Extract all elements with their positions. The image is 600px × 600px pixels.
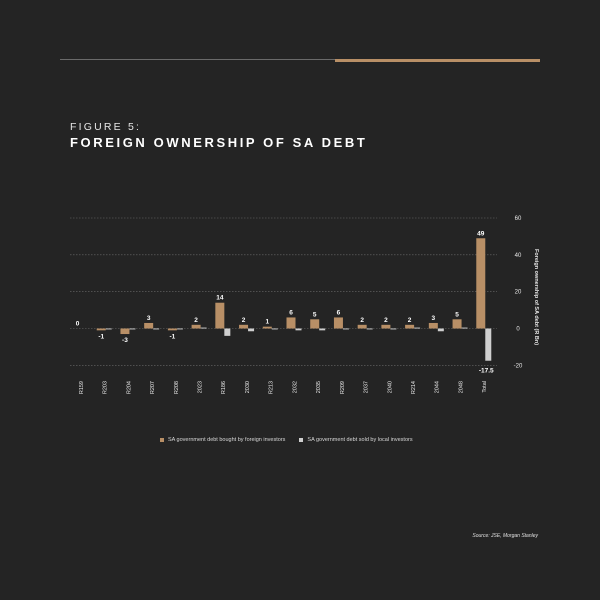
bar-local: [248, 328, 255, 332]
bar-foreign: [476, 238, 486, 329]
data-label-foreign: 2: [384, 317, 388, 324]
bar-foreign: [286, 317, 296, 329]
bar-foreign: [333, 317, 343, 329]
x-tick-label: 2037: [364, 381, 370, 393]
data-label-foreign: 2: [360, 317, 364, 324]
y-axis-title: Foreign ownership of SA debt (R Bn): [533, 249, 539, 345]
bar-foreign: [262, 326, 272, 329]
x-tick-label: R203: [103, 381, 109, 394]
data-label-foreign: 2: [242, 317, 246, 324]
x-tick-label: R204: [126, 381, 132, 394]
bar-local: [105, 328, 112, 330]
bar-foreign: [381, 324, 391, 329]
data-label-foreign: 49: [477, 230, 485, 237]
data-label-foreign: 1: [265, 319, 269, 326]
x-tick-label: R208: [174, 381, 180, 394]
accent-rule: [335, 59, 540, 62]
data-label-foreign: 5: [455, 311, 459, 318]
bar-local: [224, 328, 231, 336]
bar-local: [414, 327, 421, 329]
data-label-foreign: -1: [169, 333, 175, 340]
x-tick-label: 2035: [316, 381, 322, 393]
bar-foreign: [120, 328, 130, 335]
bar-local: [129, 328, 136, 330]
x-tick-label: R213: [269, 381, 275, 394]
data-label-foreign: 14: [216, 295, 224, 302]
x-tick-label: 2032: [292, 381, 298, 393]
legend-label-foreign: SA government debt bought by foreign inv…: [168, 437, 286, 443]
x-tick-label: 2044: [435, 381, 441, 393]
bar-foreign: [215, 302, 225, 329]
x-tick-label: R159: [79, 381, 85, 394]
legend-item-foreign: SA government debt bought by foreign inv…: [160, 437, 285, 443]
x-tick-label: 2048: [458, 381, 464, 393]
y-tick-label: 40: [515, 253, 522, 259]
bar-foreign: [405, 324, 415, 329]
data-label-foreign: 3: [432, 315, 436, 322]
x-tick-label: R214: [411, 381, 417, 394]
x-tick-label: R209: [340, 381, 346, 394]
y-tick-label: -20: [514, 363, 523, 369]
bar-foreign: [428, 322, 438, 329]
figure-label: FIGURE 5:: [70, 121, 142, 133]
data-label-foreign: -3: [122, 337, 128, 344]
bar-local: [153, 328, 160, 330]
bar-local: [437, 328, 444, 332]
bar-foreign: [167, 328, 177, 331]
bar-foreign: [357, 324, 367, 329]
bar-local: [461, 327, 468, 329]
data-label-foreign: -1: [98, 333, 104, 340]
y-tick-label: 60: [515, 216, 522, 222]
x-tick-label: 2030: [245, 381, 251, 393]
x-tick-label: 2023: [197, 381, 203, 393]
x-tick-label: 2040: [387, 381, 393, 393]
data-label-local: -17.5: [479, 368, 494, 375]
bar-local: [366, 328, 373, 330]
x-tick-label: R186: [221, 381, 227, 394]
data-label-foreign: 6: [337, 309, 341, 316]
data-label-foreign: 0: [76, 321, 80, 328]
y-tick-label: 0: [516, 327, 520, 333]
bar-local: [485, 328, 492, 361]
data-label-foreign: 2: [408, 317, 412, 324]
bar-local: [342, 328, 349, 330]
bar-foreign: [239, 324, 249, 329]
bar-foreign: [452, 319, 462, 329]
data-label-foreign: 5: [313, 311, 317, 318]
source-note: Source: JSE, Morgan Stanley: [472, 533, 538, 539]
bar-local: [271, 328, 278, 330]
divider-rule: [60, 59, 335, 60]
legend-swatch-foreign: [160, 438, 164, 442]
bar-foreign: [191, 324, 201, 329]
bar-local: [390, 328, 397, 330]
bar-foreign: [96, 328, 106, 331]
x-tick-label: R207: [150, 381, 156, 394]
bar-local: [295, 328, 302, 331]
legend-item-local: SA government debt sold by local investo…: [299, 437, 413, 443]
legend-label-local: SA government debt sold by local investo…: [307, 437, 413, 443]
data-label-foreign: 2: [194, 317, 198, 324]
y-tick-label: 20: [515, 290, 522, 296]
bar-foreign: [144, 322, 154, 329]
data-label-foreign: 3: [147, 315, 151, 322]
bar-local: [176, 328, 183, 330]
x-tick-label: Total: [482, 381, 488, 393]
data-label-foreign: 6: [289, 309, 293, 316]
figure-title: FOREIGN OWNERSHIP OF SA DEBT: [70, 135, 368, 150]
bar-local: [319, 328, 326, 331]
bar-local: [200, 327, 207, 329]
legend-swatch-local: [299, 438, 304, 442]
chart-legend: SA government debt bought by foreign inv…: [160, 437, 413, 443]
bar-foreign: [310, 319, 320, 329]
